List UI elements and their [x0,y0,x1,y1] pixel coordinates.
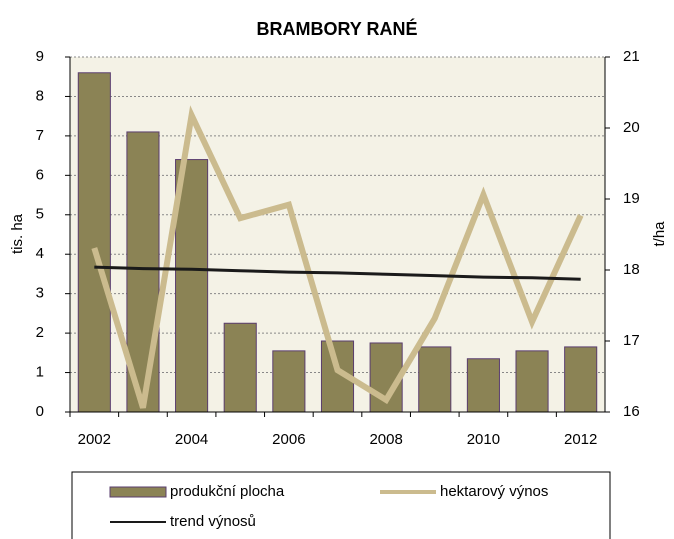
bar [272,350,306,413]
bar [515,350,549,413]
bar [466,358,500,413]
legend-label: produkční plocha [170,483,285,500]
y-tick-label: 4 [36,245,44,262]
legend-label: trend výnosů [170,513,256,530]
y-axis-label: tis. ha [9,213,26,254]
y-tick-label: 5 [36,206,44,223]
chart-title: BRAMBORY RANÉ [256,18,417,39]
y-tick-label: 7 [36,127,44,144]
legend-swatch [109,486,167,498]
bar [418,346,452,413]
y-tick-label: 8 [36,87,44,104]
x-tick-label: 2002 [78,431,111,448]
y-tick-label: 1 [36,364,44,381]
x-tick-label: 2012 [564,431,597,448]
bar [223,322,257,413]
x-tick-label: 2008 [369,431,402,448]
x-tick-label: 2004 [175,431,208,448]
line [94,265,581,281]
y2-tick-label: 18 [623,261,640,278]
y-tick-label: 9 [36,48,44,65]
y2-tick-label: 21 [623,48,640,65]
y2-tick-label: 16 [623,403,640,420]
x-tick-label: 2006 [272,431,305,448]
y2-tick-label: 20 [623,119,640,136]
bar [77,72,111,413]
bar [564,346,598,413]
x-tick-label: 2010 [467,431,500,448]
legend-box [71,471,611,539]
y-tick-label: 2 [36,324,44,341]
y-tick-label: 6 [36,166,44,183]
y2-tick-label: 19 [623,190,640,207]
y2-axis-label: t/ha [651,221,668,247]
line [91,105,584,409]
y-tick-label: 3 [36,285,44,302]
y-tick-label: 0 [36,403,44,420]
y2-tick-label: 17 [623,332,640,349]
legend-label: hektarový výnos [440,483,548,500]
